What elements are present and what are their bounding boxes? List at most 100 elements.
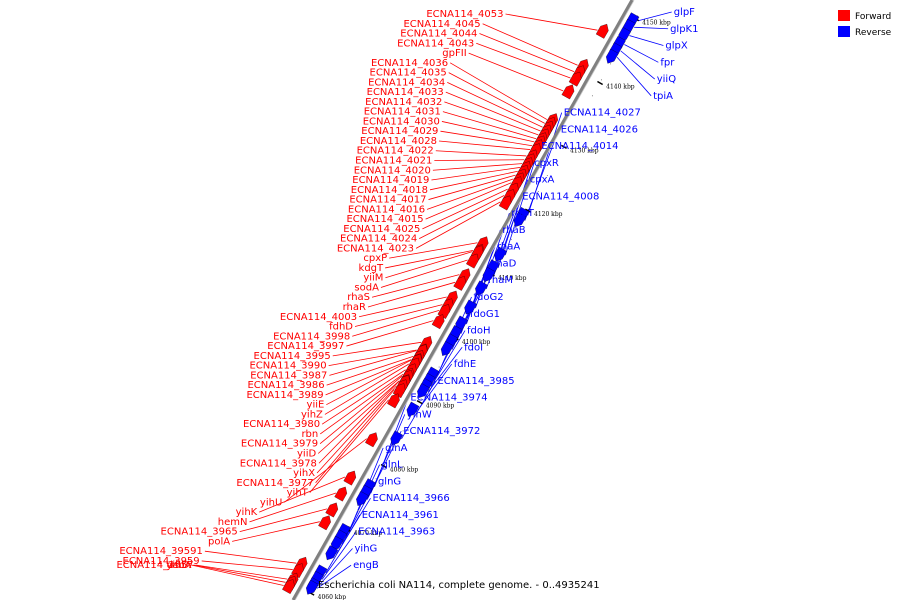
gene-label-fdoh[interactable]: fdoH <box>467 326 491 337</box>
gene-arrow-ecna114-3997[interactable] <box>431 314 445 330</box>
gene-arrow-ecna114-3985[interactable] <box>390 430 404 446</box>
gene-arrow-yihd[interactable] <box>282 579 295 595</box>
gene-label-ecna114-3959[interactable]: ECNA114_3959 <box>123 556 200 567</box>
gene-arrow-ecna114-4026[interactable] <box>513 212 527 227</box>
gene-label-ecna114-4019[interactable]: ECNA114_4019 <box>352 175 429 186</box>
gene-label-ecna114-4015[interactable]: ECNA114_4015 <box>346 214 423 225</box>
gene-label-tpia[interactable]: tpiA <box>653 91 673 102</box>
gene-label-pola[interactable]: polA <box>208 536 230 547</box>
gene-arrow-yihu[interactable] <box>365 432 378 448</box>
gene-label-yihx[interactable]: yihX <box>293 468 315 479</box>
gene-label-ecna114-4020[interactable]: ECNA114_4020 <box>354 165 431 176</box>
gene-label-yiiq[interactable]: yiiQ <box>657 74 676 85</box>
gene-arrow-ecna114-3965[interactable] <box>325 502 339 518</box>
gene-label-engb[interactable]: engB <box>353 560 379 571</box>
gene-arrow-ecna114-4014[interactable] <box>494 246 507 262</box>
gene-label-yihg[interactable]: yihG <box>355 543 378 554</box>
gene-label-ecna114-4032[interactable]: ECNA114_4032 <box>365 97 442 108</box>
gene-label-fpr[interactable]: fpr <box>660 57 675 68</box>
gene-label-rhab[interactable]: rhaB <box>502 225 525 236</box>
gene-arrow-fdhe[interactable] <box>406 401 420 417</box>
gene-label-rhat[interactable]: rhaT <box>511 208 534 219</box>
gene-label-ecna114-4043[interactable]: ECNA114_4043 <box>397 38 474 49</box>
gene-arrow-fdoi[interactable] <box>417 383 430 398</box>
gene-arrow-soda[interactable] <box>466 253 479 269</box>
gene-label-ecna114-3989[interactable]: ECNA114_3989 <box>246 390 323 401</box>
gene-arrow-rhat[interactable] <box>464 299 478 315</box>
gene-label-ecna114-4018[interactable]: ECNA114_4018 <box>351 185 428 196</box>
gene-label-fdog1[interactable]: fdoG1 <box>470 309 500 320</box>
gene-arrow-ecna114-4023[interactable] <box>498 195 512 211</box>
gene-label-glpk1[interactable]: glpK1 <box>670 24 698 35</box>
gene-arrow-engb[interactable] <box>306 579 319 595</box>
gene-label-rham[interactable]: rhaM <box>488 275 513 286</box>
gene-label-ecna114-39591[interactable]: ECNA114_39591 <box>119 546 203 557</box>
gene-arrow-hemn[interactable] <box>334 486 348 502</box>
gene-label-ecna114-3965[interactable]: ECNA114_3965 <box>161 527 238 538</box>
gene-label-gpfii[interactable]: gpFII <box>442 48 466 59</box>
gene-arrow-ecna114-4053[interactable] <box>595 23 609 39</box>
gene-label-yiim[interactable]: yiiM <box>363 273 383 284</box>
gene-label-ecna114-4027[interactable]: ECNA114_4027 <box>564 108 641 119</box>
gene-label-ecna114-4025[interactable]: ECNA114_4025 <box>343 224 420 235</box>
gene-label-ecna114-4053[interactable]: ECNA114_4053 <box>426 9 503 20</box>
gene-label-yihd[interactable]: yihD <box>167 560 190 571</box>
gene-label-ecna114-4029[interactable]: ECNA114_4029 <box>361 126 438 137</box>
gene-label-ecna114-3998[interactable]: ECNA114_3998 <box>273 331 350 342</box>
gene-label-ecna114-3995[interactable]: ECNA114_3995 <box>254 351 331 362</box>
gene-label-yiid[interactable]: yiiD <box>297 449 316 460</box>
gene-label-soda[interactable]: sodA <box>354 282 379 293</box>
gene-label-fdhd[interactable]: fdhD <box>329 322 353 333</box>
gene-label-rhaa[interactable]: rhaA <box>497 242 520 253</box>
gene-label-ecna114-4017[interactable]: ECNA114_4017 <box>349 195 426 206</box>
gene-label-ecna114-3987[interactable]: ECNA114_3987 <box>250 370 327 381</box>
gene-arrow-tpia[interactable] <box>606 48 619 64</box>
gene-label-glnl[interactable]: glnL <box>382 460 403 471</box>
gene-label-ecna114-3979[interactable]: ECNA114_3979 <box>241 439 318 450</box>
gene-label-ecna114-3974[interactable]: ECNA114_3974 <box>410 393 487 404</box>
gene-label-ecna114-4016[interactable]: ECNA114_4016 <box>348 204 425 215</box>
gene-label-fdog2[interactable]: fdoG2 <box>474 292 504 303</box>
gene-label-fdhe[interactable]: fdhE <box>454 359 477 370</box>
gene-arrow-ecna114-4008[interactable] <box>475 280 488 296</box>
gene-label-glng[interactable]: glnG <box>378 476 401 487</box>
gene-label-ecna114-4033[interactable]: ECNA114_4033 <box>367 87 444 98</box>
gene-label-yiie[interactable]: yiiE <box>307 400 325 411</box>
gene-label-ecna114-4014[interactable]: ECNA114_4014 <box>541 141 618 152</box>
gene-label-glpx[interactable]: glpX <box>665 41 687 52</box>
gene-arrow-yiht[interactable] <box>387 393 400 409</box>
gene-arrow-gpfii[interactable] <box>561 84 575 100</box>
gene-label-ecna114-3963[interactable]: ECNA114_3963 <box>358 527 435 538</box>
gene-label-ecna114-4008[interactable]: ECNA114_4008 <box>522 191 599 202</box>
gene-label-ecna114-4030[interactable]: ECNA114_4030 <box>363 116 440 127</box>
gene-label-ecna114-4022[interactable]: ECNA114_4022 <box>357 146 434 157</box>
gene-label-ecna114-4034[interactable]: ECNA114_4034 <box>368 77 445 88</box>
gene-label-ecna114-4024[interactable]: ECNA114_4024 <box>340 234 417 245</box>
gene-label-dsba[interactable]: dsbA <box>167 560 192 571</box>
gene-label-ecna114-4045[interactable]: ECNA114_4045 <box>403 19 480 30</box>
gene-arrow-ecna114-3972[interactable] <box>356 491 369 506</box>
gene-label-ecna114-3957[interactable]: ECNA114_3957 <box>116 560 193 571</box>
gene-arrow-pola[interactable] <box>318 515 331 531</box>
gene-label-ecna114-3978[interactable]: ECNA114_3978 <box>240 458 317 469</box>
gene-label-cpxa[interactable]: cpxA <box>530 175 555 186</box>
gene-label-ecna114-4036[interactable]: ECNA114_4036 <box>371 58 448 69</box>
gene-label-glpf[interactable]: glpF <box>674 7 695 18</box>
gene-label-ecna114-4031[interactable]: ECNA114_4031 <box>364 107 441 118</box>
gene-label-ecna114-4026[interactable]: ECNA114_4026 <box>561 124 638 135</box>
gene-arrow-rham[interactable] <box>440 341 454 356</box>
gene-label-rhas[interactable]: rhaS <box>347 292 370 303</box>
gene-arrow-ecna114-4043[interactable] <box>568 71 582 87</box>
gene-label-ecna114-4023[interactable]: ECNA114_4023 <box>337 243 414 254</box>
gene-label-yiht[interactable]: yihT <box>287 488 309 499</box>
gene-label-yihk[interactable]: yihK <box>236 507 258 518</box>
gene-label-glna[interactable]: glnA <box>385 443 407 454</box>
gene-arrow-yihk[interactable] <box>343 470 357 486</box>
gene-label-ecna114-3977[interactable]: ECNA114_3977 <box>236 478 313 489</box>
gene-label-hemn[interactable]: hemN <box>218 517 248 528</box>
gene-label-ecna114-4028[interactable]: ECNA114_4028 <box>360 136 437 147</box>
gene-arrow-cpxa[interactable] <box>482 266 496 282</box>
gene-arrow-ecna114-3966[interactable] <box>325 545 339 561</box>
gene-label-rhad[interactable]: rhaD <box>492 258 516 269</box>
gene-label-fdoi[interactable]: fdoI <box>464 342 483 353</box>
